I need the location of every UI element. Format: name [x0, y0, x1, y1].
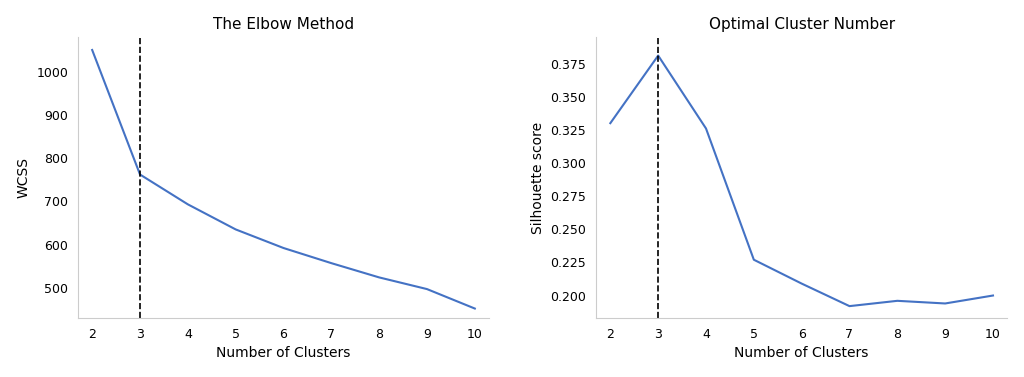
X-axis label: Number of Clusters: Number of Clusters [216, 346, 350, 360]
Title: The Elbow Method: The Elbow Method [213, 17, 354, 32]
Y-axis label: WCSS: WCSS [16, 157, 31, 198]
X-axis label: Number of Clusters: Number of Clusters [734, 346, 868, 360]
Title: Optimal Cluster Number: Optimal Cluster Number [709, 17, 895, 32]
Y-axis label: Silhouette score: Silhouette score [530, 121, 545, 234]
